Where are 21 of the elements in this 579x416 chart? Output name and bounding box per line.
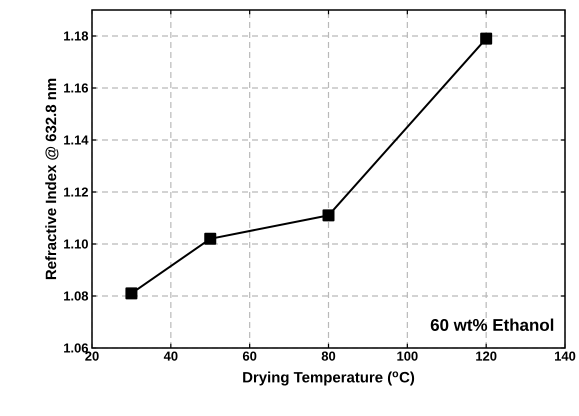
y-tick-label: 1.16 xyxy=(64,83,88,93)
y-tick-label: 1.18 xyxy=(64,31,88,41)
y-tick-label: 1.08 xyxy=(64,291,88,301)
y-axis-title: Refractive Index @ 632.8 nm xyxy=(45,78,58,280)
y-tick-label: 1.06 xyxy=(64,343,88,353)
y-tick-label: 1.10 xyxy=(64,239,88,249)
x-tick-label: 40 xyxy=(164,352,178,361)
x-tick-label: 100 xyxy=(397,352,418,361)
annotation: 60 wt% Ethanol xyxy=(430,318,554,331)
x-tick-label: 20 xyxy=(85,352,99,361)
point xyxy=(322,209,335,222)
x-tick-label: 120 xyxy=(476,352,496,361)
y-tick-label: 1.14 xyxy=(64,136,88,144)
x-axis-title: Drying Temperature ($^{o}$C) xyxy=(243,372,414,386)
point xyxy=(125,287,138,300)
y-tick-label: 1.12 xyxy=(64,187,88,197)
point xyxy=(480,32,492,45)
point xyxy=(204,232,216,245)
x-tick-label: 60 xyxy=(242,352,256,361)
x-tick-label: 80 xyxy=(322,352,336,361)
x-tick-label: 140 xyxy=(555,352,576,361)
